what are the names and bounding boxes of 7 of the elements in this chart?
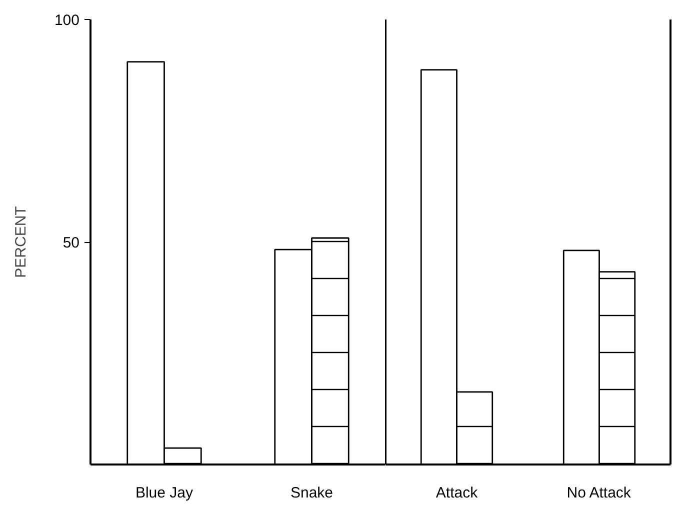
y-tick-label: 50 [62,234,80,252]
x-tick-label: Attack [436,484,478,502]
y-tick-label: 100 [54,12,80,29]
x-tick-label: No Attack [566,484,632,502]
x-tick-label: Snake [290,484,334,502]
y-axis-title: PERCENT [12,206,30,278]
x-tick-label: Blue Jay [135,484,194,502]
